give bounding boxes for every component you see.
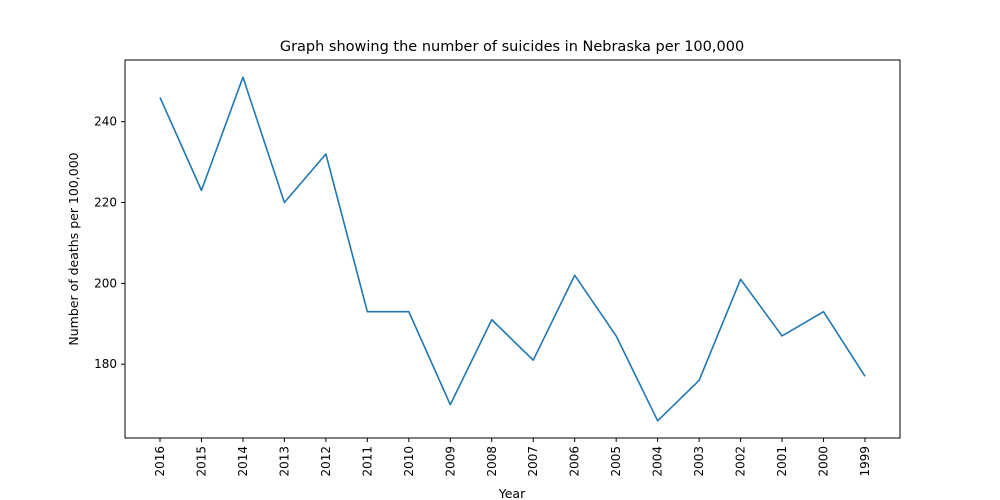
x-tick-label-2006: 2006	[568, 446, 582, 477]
x-tick-label-2011: 2011	[360, 446, 374, 477]
x-tick-label-2001: 2001	[775, 446, 789, 477]
plot-area	[159, 76, 866, 422]
y-tick-label-220: 220	[94, 196, 117, 210]
x-axis: 2016 2015 2014 2013 2012 2011 2010 2009 2008 2007…	[153, 438, 872, 477]
x-axis-label: Year	[498, 486, 526, 500]
x-tick-label-2008: 2008	[485, 446, 499, 477]
x-tick-label-2002: 2002	[734, 446, 748, 477]
series-line	[159, 76, 866, 422]
axes-frame	[124, 59, 901, 439]
x-tick-label-2016: 2016	[153, 446, 167, 477]
x-tick-label-1999: 1999	[858, 446, 872, 477]
x-tick-label-2004: 2004	[651, 446, 665, 477]
x-tick-label-2000: 2000	[817, 446, 831, 477]
x-tick-label-2015: 2015	[194, 446, 208, 477]
y-axis-label: Number of deaths per 100,000	[66, 152, 81, 345]
x-tick-label-2010: 2010	[402, 446, 416, 477]
x-tick-label-2009: 2009	[443, 446, 457, 477]
x-tick-label-2013: 2013	[277, 446, 291, 477]
y-tick-label-180: 180	[94, 357, 117, 371]
x-tick-label-2012: 2012	[319, 446, 333, 477]
chart-title: Graph showing the number of suicides in …	[280, 39, 744, 55]
y-tick-label-240: 240	[94, 115, 117, 129]
x-tick-label-2005: 2005	[609, 446, 623, 477]
x-tick-label-2014: 2014	[236, 446, 250, 477]
y-axis: 180 200 220 240	[94, 115, 125, 371]
y-tick-label-200: 200	[94, 276, 117, 290]
x-tick-label-2007: 2007	[526, 446, 540, 477]
x-tick-label-2003: 2003	[692, 446, 706, 477]
